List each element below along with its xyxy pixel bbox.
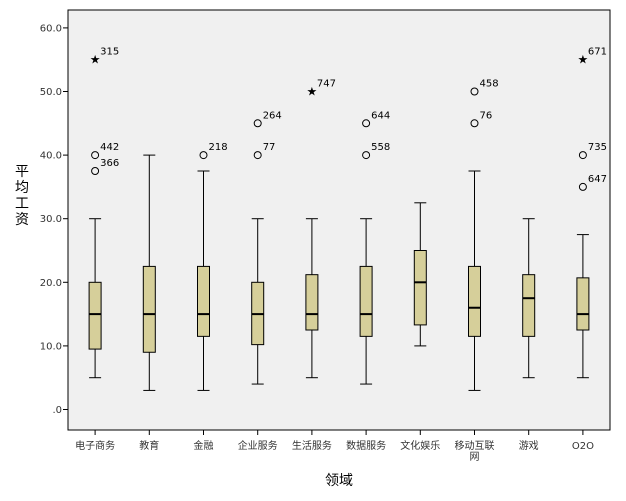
box-9	[522, 218, 536, 379]
y-tick-label: 20.0	[40, 278, 62, 289]
x-tick-label: 电子商务	[75, 439, 115, 452]
y-axis: .0 10.0 20.0 30.0 40.0 50.0 60.0	[40, 23, 68, 416]
outlier-circle	[253, 151, 262, 160]
outlier-label: 442	[100, 142, 119, 153]
outlier-label: 644	[371, 110, 390, 121]
y-tick-label: 30.0	[40, 214, 62, 225]
y-tick-label: .0	[52, 405, 62, 416]
x-axis: 电子商务 教育 金融 企业服务 生活服务 数据服务 文化娱乐 移动互联网 游戏 O2O	[75, 430, 594, 463]
outlier-label: 647	[588, 174, 607, 185]
outlier-circle	[199, 151, 208, 160]
outlier-circle	[362, 119, 371, 128]
outlier-circle	[253, 119, 262, 128]
box-8: 458 76	[468, 79, 499, 391]
x-tick-label: 企业服务	[238, 439, 278, 452]
box-2	[142, 154, 156, 391]
outlier-label: 735	[588, 142, 607, 153]
box-3: 218	[197, 142, 228, 391]
outlier-label: 458	[480, 79, 499, 90]
box-iqr	[576, 277, 590, 331]
outlier-label: 366	[100, 158, 119, 169]
outlier-label: 77	[263, 142, 276, 153]
y-tick-label: 10.0	[40, 341, 62, 352]
outlier-circle	[91, 167, 100, 175]
outlier-circle	[578, 182, 587, 191]
outlier-label: 218	[209, 142, 228, 153]
x-tick-label: 游戏	[519, 439, 539, 452]
x-tick-label: 数据服务	[346, 439, 386, 452]
outlier-label: 315	[100, 47, 119, 58]
y-tick-label: 40.0	[40, 151, 62, 162]
x-tick-label: 生活服务	[292, 439, 332, 452]
outlier-circle	[578, 151, 587, 160]
y-axis-title: 平均工资	[15, 164, 29, 228]
box-iqr	[88, 281, 102, 350]
outlier-circle	[470, 87, 479, 96]
outlier-circle	[470, 119, 479, 128]
x-axis-title: 领域	[325, 473, 353, 489]
outlier-star: ★	[90, 53, 101, 67]
box-10: ★671 735 647	[576, 47, 607, 379]
box-7	[413, 202, 427, 347]
outlier-label: 558	[371, 142, 390, 153]
box-6: 644 558	[359, 110, 390, 385]
plot-area	[67, 9, 611, 431]
box-iqr	[197, 265, 210, 337]
x-tick-label: 金融	[194, 439, 214, 452]
box-iqr	[359, 265, 373, 337]
outlier-label: 671	[588, 47, 607, 58]
box-iqr	[522, 274, 536, 337]
box-iqr	[305, 274, 319, 331]
box-1: ★315 442 366	[88, 47, 119, 379]
x-tick-label: 文化娱乐	[400, 439, 440, 452]
y-tick-label: 50.0	[40, 87, 62, 98]
outlier-star: ★	[578, 53, 589, 67]
x-tick-label: 移动互联网	[455, 439, 495, 463]
outlier-label: 264	[263, 110, 282, 121]
box-iqr	[413, 250, 427, 326]
outlier-star: ★	[307, 85, 318, 99]
y-tick-label: 60.0	[40, 23, 62, 34]
box-4: 264 77	[251, 110, 282, 385]
box-5: ★747	[305, 79, 336, 379]
outlier-circle	[91, 151, 100, 160]
box-iqr	[468, 265, 481, 337]
outlier-label: 76	[480, 110, 493, 121]
box-iqr	[142, 265, 156, 353]
x-tick-label: 教育	[139, 439, 159, 452]
outlier-label: 747	[317, 79, 336, 90]
outlier-circle	[362, 151, 371, 160]
x-tick-label: O2O	[572, 441, 594, 452]
boxes-group: ★31544236621826477★74764455845876★671735…	[88, 47, 607, 391]
